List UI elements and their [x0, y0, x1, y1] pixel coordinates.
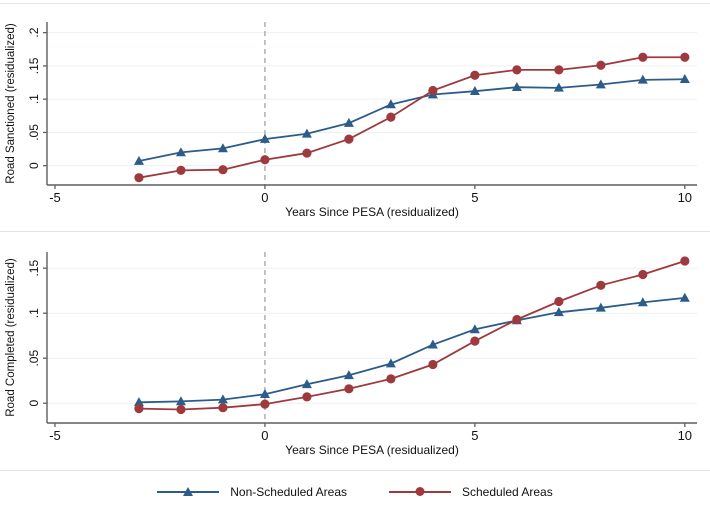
data-point — [470, 336, 480, 346]
y-tick-label: .15 — [27, 57, 41, 74]
data-point — [553, 82, 564, 92]
data-point — [554, 65, 564, 75]
triangle-marker-icon — [183, 486, 194, 496]
series-line — [138, 260, 686, 411]
data-point — [302, 392, 312, 402]
data-point — [134, 404, 144, 414]
data-point — [134, 173, 144, 183]
data-point — [512, 314, 522, 325]
data-point — [595, 302, 606, 312]
data-point — [511, 82, 522, 91]
data-point — [259, 133, 270, 143]
data-point — [260, 399, 270, 409]
data-point — [428, 85, 438, 96]
data-point — [427, 339, 438, 349]
legend-item-non-scheduled-areas: Non-Scheduled Areas — [157, 485, 347, 499]
data-point — [553, 307, 564, 317]
x-tick-label: 10 — [678, 428, 692, 443]
data-point — [343, 370, 354, 380]
y-tick-label: .2 — [27, 27, 41, 37]
data-point — [386, 112, 396, 122]
data-point — [428, 359, 438, 370]
data-point — [638, 269, 648, 280]
data-point — [637, 74, 648, 84]
y-tick-label: .1 — [27, 308, 41, 318]
x-tick-label: 10 — [678, 190, 692, 205]
data-point — [595, 79, 606, 89]
y-tick-label: .05 — [27, 124, 41, 141]
data-point — [596, 280, 606, 290]
data-point — [301, 128, 312, 138]
data-point — [176, 165, 186, 175]
y-tick-label: 0 — [27, 162, 41, 169]
chart-road-completed: -5 0 5 10 0 .05 .1 .15 Years Since PESA (residua… — [5, 252, 697, 457]
data-point — [217, 143, 228, 153]
series-line — [138, 297, 685, 404]
data-point — [679, 292, 690, 302]
x-tick-label: 0 — [261, 428, 268, 443]
data-point — [344, 134, 354, 144]
x-axis-title: Years Since PESA (residualized) — [285, 205, 459, 219]
y-tick-label: 0 — [27, 400, 41, 407]
y-axis-title: Road Sanctioned (residualized) — [5, 23, 17, 184]
data-point — [218, 165, 228, 175]
data-point — [385, 358, 396, 368]
data-point — [385, 99, 396, 109]
y-axis-title: Road Completed (residualized) — [5, 258, 17, 417]
data-point — [175, 147, 186, 157]
separator-line-top — [0, 3, 710, 4]
separator-line-middle — [0, 231, 710, 232]
y-tick-label: .05 — [27, 350, 41, 367]
data-point — [133, 155, 144, 165]
chart-legend: Non-Scheduled Areas Scheduled Areas — [0, 471, 710, 512]
series-line — [138, 78, 685, 162]
data-point — [343, 117, 354, 127]
data-point — [301, 379, 312, 389]
data-point — [680, 256, 690, 266]
chart-road-sanctioned: -5 0 5 10 0 .05 .1 .15 .2 Years Since PESA (resid… — [5, 22, 697, 219]
data-point — [596, 60, 606, 70]
data-point — [133, 397, 144, 407]
data-point — [175, 396, 186, 406]
line-sample-blue — [157, 486, 220, 496]
x-tick-label: -5 — [49, 190, 61, 205]
data-point — [470, 70, 480, 80]
separator-line-legend — [0, 470, 710, 471]
data-point — [218, 403, 228, 413]
x-tick-label: 5 — [471, 190, 478, 205]
x-tick-label: 5 — [471, 428, 478, 443]
legend-label-non-scheduled-areas: Non-Scheduled Areas — [230, 484, 347, 499]
data-point — [637, 297, 648, 307]
data-point — [344, 384, 354, 394]
x-tick-label: 0 — [261, 190, 268, 205]
line-sample-red — [389, 487, 451, 496]
data-point — [386, 374, 396, 384]
data-point — [469, 324, 480, 334]
series-line — [138, 56, 685, 179]
data-point — [680, 52, 690, 62]
data-point — [469, 85, 480, 95]
data-point — [176, 404, 186, 415]
x-tick-label: -5 — [49, 428, 61, 443]
data-point — [638, 52, 648, 62]
data-point — [554, 296, 564, 307]
data-point — [217, 394, 228, 404]
legend-label-scheduled-areas: Scheduled Areas — [462, 484, 553, 499]
y-tick-label: .1 — [27, 94, 41, 104]
circle-marker-icon — [415, 487, 425, 496]
data-point — [260, 155, 270, 165]
x-axis-title: Years Since PESA (residualized) — [285, 443, 459, 457]
data-point — [259, 389, 270, 398]
legend-item-scheduled-areas: Scheduled Areas — [389, 485, 553, 499]
data-point — [512, 65, 522, 75]
y-tick-label: .15 — [27, 260, 41, 277]
data-point — [302, 148, 312, 158]
data-point — [679, 74, 690, 84]
